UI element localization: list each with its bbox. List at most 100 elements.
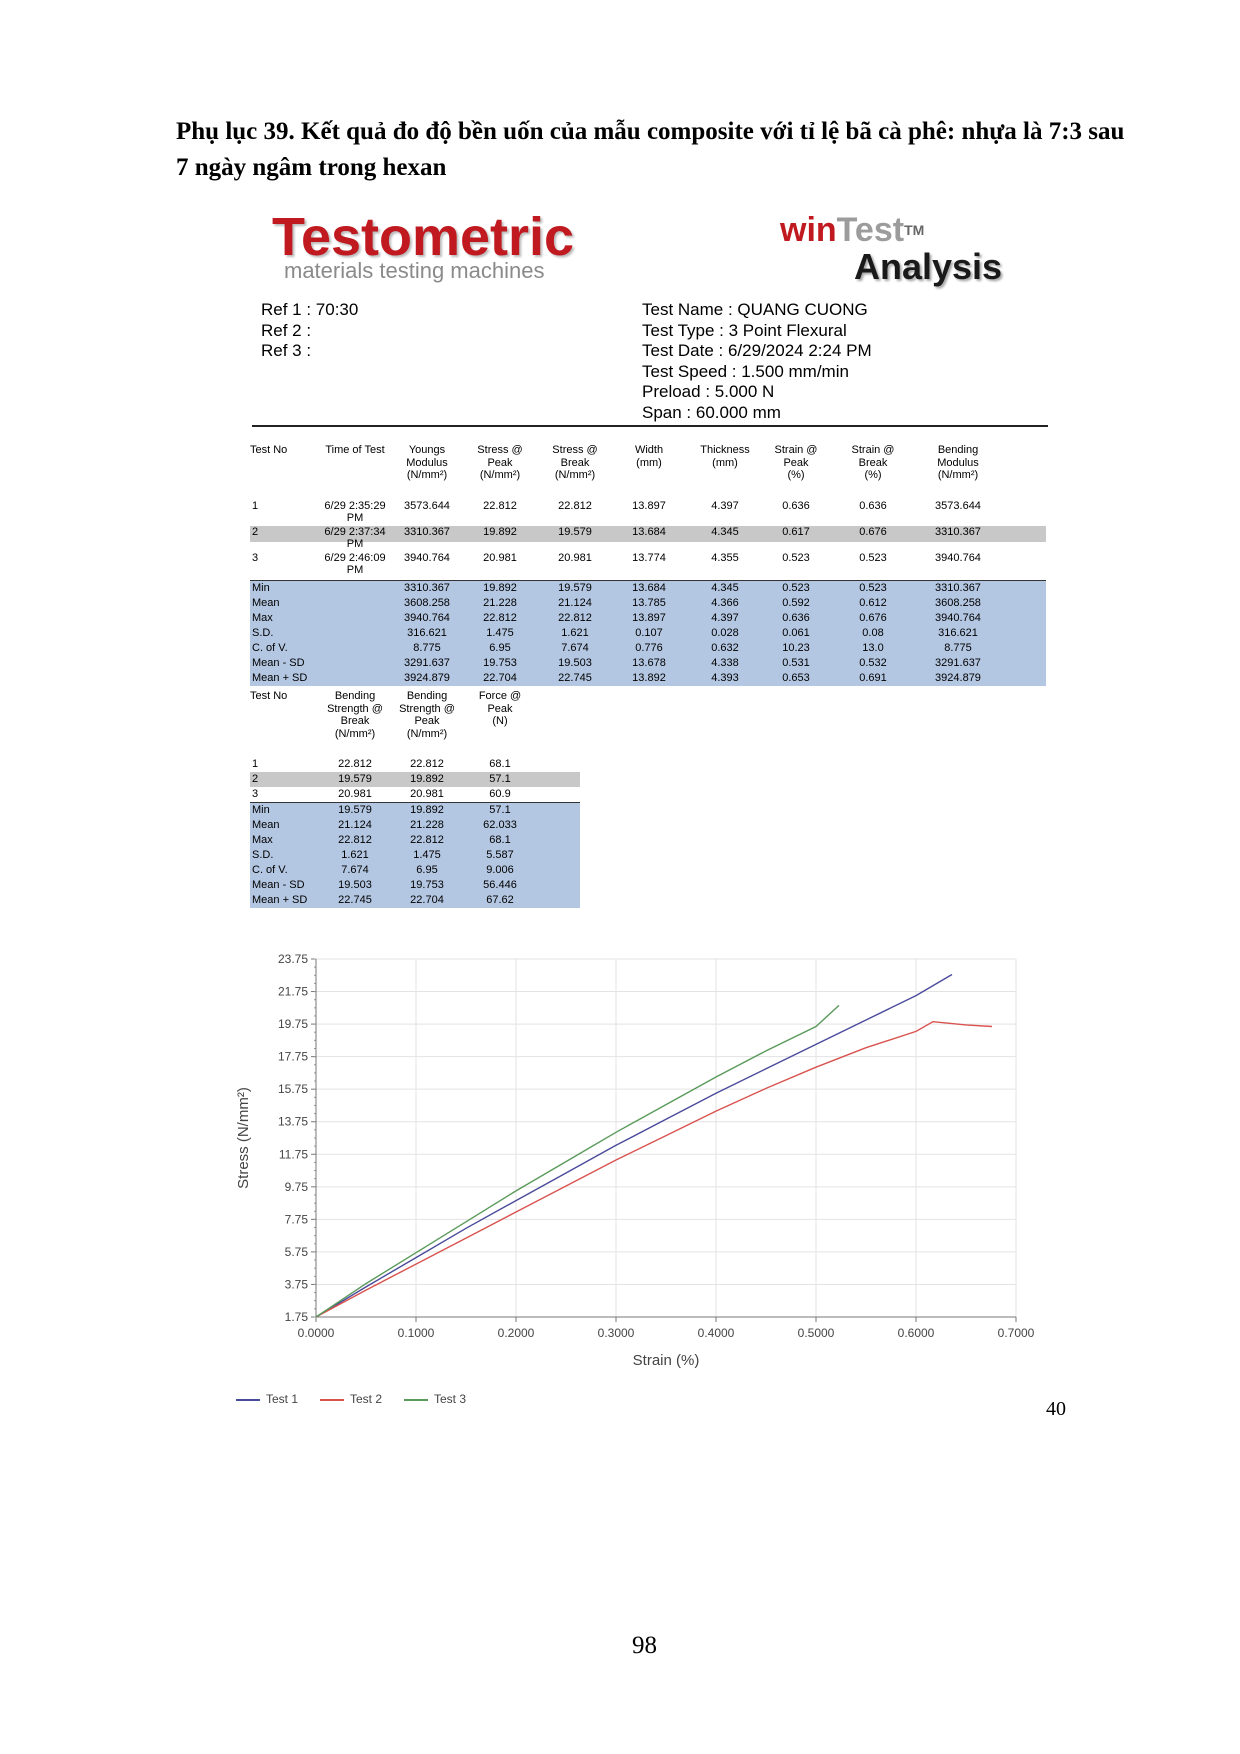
stats-row: Mean - SD 3291.637 19.753 19.503 13.678 4.338… bbox=[250, 656, 1046, 671]
stats-cell: 6.95 bbox=[489, 642, 511, 654]
table-header-line: Youngs bbox=[408, 444, 446, 456]
stats-cell: 7.674 bbox=[341, 864, 369, 876]
table-header-line: (mm) bbox=[636, 456, 662, 469]
table-header-cell: Time of Test bbox=[318, 444, 392, 457]
stats-cell: 22.812 bbox=[558, 612, 592, 624]
stats-row: Max 3940.764 22.812 22.812 13.897 4.397 0.636 0… bbox=[250, 611, 1046, 626]
stats-label: C. of V. bbox=[252, 864, 288, 876]
stats-label: S.D. bbox=[252, 849, 274, 861]
stats-cell: 13.0 bbox=[862, 642, 884, 654]
stats-cell: 316.621 bbox=[407, 627, 447, 639]
series-line-test-1 bbox=[315, 973, 953, 1318]
table-cell: 19.579 bbox=[558, 526, 592, 538]
table-header-cell: Test No bbox=[250, 444, 310, 457]
legend-label-test-2: Test 2 bbox=[350, 1392, 383, 1406]
stats-cell: 13.785 bbox=[632, 597, 666, 609]
x-tick-label: 0.1000 bbox=[398, 1326, 435, 1340]
table-cell: 3310.367 bbox=[404, 526, 450, 538]
legend-swatch-test-1 bbox=[236, 1398, 260, 1401]
table-cell: 0.636 bbox=[859, 500, 887, 512]
stats-row: S.D. 1.621 1.475 5.587 bbox=[250, 848, 580, 863]
meta-right: Test Name : QUANG CUONG Test Type : 3 Po… bbox=[642, 300, 872, 423]
table-header-line: Break bbox=[340, 715, 370, 727]
table-cell-test-no: 3 bbox=[252, 552, 259, 564]
legend-label-test-1: Test 1 bbox=[266, 1392, 299, 1406]
table-header-line: Test No bbox=[250, 444, 288, 456]
stats-cell: 10.23 bbox=[782, 642, 810, 654]
stats-cell: 62.033 bbox=[483, 819, 517, 831]
stats-cell: 19.503 bbox=[558, 657, 592, 669]
stats-cell: 21.228 bbox=[483, 597, 517, 609]
stats-cell: 1.475 bbox=[486, 627, 514, 639]
stats-divider bbox=[250, 802, 580, 803]
legend-swatch-test-2 bbox=[320, 1398, 344, 1401]
table-cell: 20.981 bbox=[483, 552, 517, 564]
table-header-line: Test No bbox=[250, 690, 288, 702]
y-axis-label: Stress (N/mm²) bbox=[235, 1087, 252, 1189]
wintest-test: Test bbox=[836, 211, 905, 249]
stats-cell: 7.674 bbox=[561, 642, 589, 654]
table-header-line: Thickness bbox=[700, 444, 750, 456]
series-line-test-2 bbox=[315, 1020, 993, 1318]
table-header-line: Force @ bbox=[478, 690, 522, 702]
stats-cell: 19.503 bbox=[338, 879, 372, 891]
x-tick-label: 0.3000 bbox=[598, 1326, 635, 1340]
table-cell: 13.684 bbox=[632, 526, 666, 538]
stats-label: Max bbox=[252, 612, 273, 624]
table-header-line: Strength @ bbox=[327, 702, 383, 715]
table-cell-time: 6/29 2:35:29 PM bbox=[318, 500, 392, 524]
table-header-line: Break bbox=[858, 456, 888, 469]
meta-test-type: Test Type : 3 Point Flexural bbox=[642, 320, 847, 340]
table-cell: 22.812 bbox=[410, 758, 444, 770]
stats-cell: 22.812 bbox=[410, 834, 444, 846]
x-tick-label: 0.2000 bbox=[498, 1326, 535, 1340]
stats-row: Mean 3608.258 21.228 21.124 13.785 4.366 0.592… bbox=[250, 596, 1046, 611]
table-cell: 68.1 bbox=[489, 758, 511, 770]
table-header-line: Modulus bbox=[937, 456, 979, 469]
table-cell: 4.355 bbox=[711, 552, 739, 564]
stats-cell: 0.636 bbox=[782, 612, 810, 624]
stats-cell: 13.684 bbox=[632, 582, 666, 594]
x-tick-label: 0.0000 bbox=[298, 1326, 335, 1340]
x-axis-label: Strain (%) bbox=[633, 1352, 700, 1369]
table-header-line: (N/mm²) bbox=[406, 469, 448, 481]
report-page-number: 40 bbox=[1046, 1398, 1066, 1420]
table-header-line: (%) bbox=[864, 469, 882, 481]
table-header-line: Time of Test bbox=[325, 444, 385, 456]
y-tick-label: 15.75 bbox=[278, 1082, 308, 1096]
table-cell: 57.1 bbox=[489, 773, 511, 785]
table-row: 3 20.981 20.981 60.9 bbox=[250, 787, 580, 802]
meta-test-date: Test Date : 6/29/2024 2:24 PM bbox=[642, 341, 872, 360]
meta-span: Span : 60.000 mm bbox=[642, 402, 781, 422]
table-header-line: (N/mm²) bbox=[554, 469, 596, 481]
stats-cell: 22.745 bbox=[338, 894, 372, 906]
table-header-line: (N/mm²) bbox=[937, 469, 979, 481]
table-cell: 0.523 bbox=[782, 552, 810, 564]
legend-item-test-3: Test 3 bbox=[404, 1392, 466, 1406]
stats-cell: 1.475 bbox=[413, 849, 441, 861]
time-line: 6/29 2:35:29 bbox=[324, 500, 386, 512]
stats-cell: 0.531 bbox=[782, 657, 810, 669]
strength-table: Test No Bending Strength @ Break (N/mm²) Bend… bbox=[250, 690, 580, 908]
meta-test-speed: Test Speed : 1.500 mm/min bbox=[642, 361, 849, 381]
meta-ref-3: Ref 3 : bbox=[261, 341, 312, 360]
table-header-line: Width bbox=[634, 444, 664, 456]
stats-cell: 13.897 bbox=[632, 612, 666, 624]
stats-row: Mean 21.124 21.228 62.033 bbox=[250, 818, 580, 833]
y-tick-label: 13.75 bbox=[278, 1115, 308, 1129]
table-header-line: Break bbox=[560, 456, 590, 469]
stats-cell: 3924.879 bbox=[404, 672, 450, 684]
stats-cell: 68.1 bbox=[489, 834, 511, 846]
stats-cell: 3608.258 bbox=[935, 597, 981, 609]
stats-label: Min bbox=[252, 804, 270, 816]
time-line: 6/29 2:37:34 bbox=[324, 526, 386, 538]
stats-cell: 0.691 bbox=[859, 672, 887, 684]
page-heading: Phụ lục 39. Kết quả đo độ bền uốn của mẫ… bbox=[176, 118, 1125, 181]
table-row: 1 6/29 2:35:29 PM 3573.644 22.812 22.812 13.89… bbox=[250, 500, 1046, 524]
stats-cell: 19.892 bbox=[483, 582, 517, 594]
stats-cell: 19.753 bbox=[483, 657, 517, 669]
table-cell: 22.812 bbox=[558, 500, 592, 512]
stats-row: Mean - SD 19.503 19.753 56.446 bbox=[250, 878, 580, 893]
table-cell: 20.981 bbox=[558, 552, 592, 564]
table-header-line: (N/mm²) bbox=[406, 727, 448, 740]
